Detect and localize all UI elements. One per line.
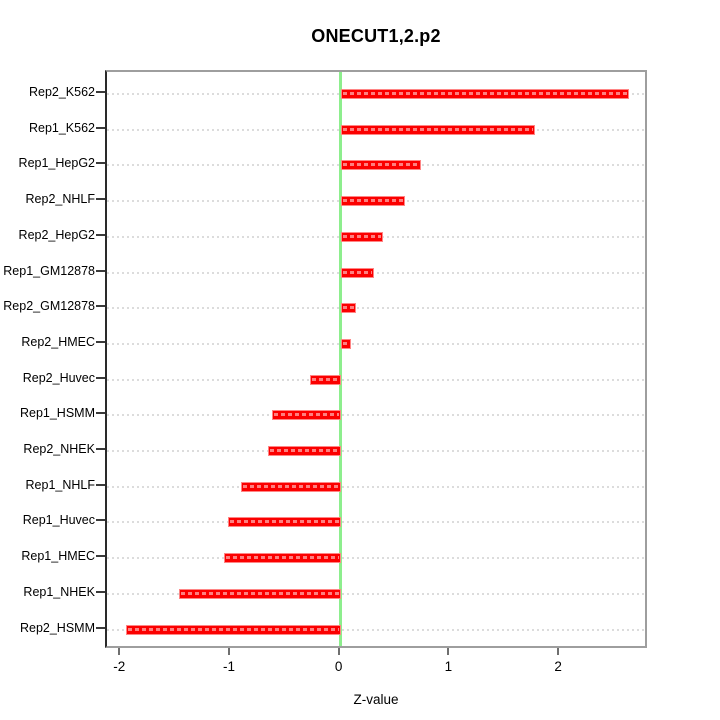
bar-Rep2_HepG2 xyxy=(340,231,384,242)
y-tick-label: Rep2_K562 xyxy=(28,85,95,99)
zero-line xyxy=(339,72,343,646)
y-tick-label: Rep2_HMEC xyxy=(21,334,95,349)
x-tick-label: 0 xyxy=(334,659,343,674)
x-tick xyxy=(337,648,340,655)
bar-Rep2_HMEC xyxy=(340,338,351,349)
y-tick xyxy=(96,198,105,201)
y-tick-label: Rep1_HepG2 xyxy=(18,156,95,171)
x-tick-label: 2 xyxy=(554,659,562,674)
y-tick xyxy=(96,126,105,129)
y-tick-label: Rep2_HepG2 xyxy=(18,227,95,242)
bar-Rep1_HMEC xyxy=(224,553,341,564)
x-tick xyxy=(447,648,450,655)
bar-stripe xyxy=(342,306,355,310)
y-tick xyxy=(96,91,105,93)
plot-area xyxy=(105,70,647,648)
bar-stripe xyxy=(311,377,339,381)
y-tick xyxy=(96,626,105,629)
bar-stripe xyxy=(226,556,339,560)
grid-line xyxy=(107,521,645,524)
bar-stripe xyxy=(270,449,339,452)
y-tick-label: Rep2_NHEK xyxy=(23,442,95,456)
y-tick xyxy=(96,412,105,415)
bar-stripe xyxy=(273,413,339,417)
bars-layer xyxy=(107,72,645,646)
grid-line xyxy=(107,628,645,631)
grid-line xyxy=(107,557,645,560)
y-tick-label: Rep1_HSMM xyxy=(19,406,95,421)
y-tick xyxy=(96,376,105,379)
bar-stripe xyxy=(342,163,419,167)
x-tick xyxy=(227,648,230,655)
y-tick-label: Rep2_NHLF xyxy=(25,192,95,207)
x-axis-title: Z-value xyxy=(353,692,399,707)
y-tick xyxy=(96,590,105,593)
bar-stripe xyxy=(342,127,533,131)
bar-Rep2_GM12878 xyxy=(340,303,357,314)
y-tick-label: Rep1_NHEK xyxy=(23,584,95,599)
chart-title: ONECUT1,2.p2 xyxy=(311,26,441,46)
x-tick xyxy=(118,648,121,655)
bar-stripe xyxy=(127,627,339,631)
y-tick xyxy=(96,555,105,558)
y-tick-label: Rep1_HMEC xyxy=(21,549,95,564)
y-tick-label: Rep1_NHLF xyxy=(25,477,95,492)
bar-Rep2_NHLF xyxy=(340,196,406,207)
grid-line xyxy=(107,592,645,595)
y-tick-label: Rep2_Huvec xyxy=(22,370,95,385)
y-tick-label: Rep1_Huvec xyxy=(22,513,95,528)
bar-stripe xyxy=(342,270,372,274)
grid-line xyxy=(107,342,645,345)
y-tick xyxy=(96,269,105,272)
y-tick xyxy=(96,233,105,236)
grid-line xyxy=(107,271,645,274)
grid-line xyxy=(107,485,645,488)
bar-stripe xyxy=(181,591,339,595)
bar-Rep1_HSMM xyxy=(271,410,341,421)
x-tick-label: -2 xyxy=(113,659,126,674)
y-tick xyxy=(96,162,105,165)
bar-Rep1_NHEK xyxy=(179,588,341,599)
y-tick-label: Rep2_HSMM xyxy=(19,620,95,635)
bar-Rep1_GM12878 xyxy=(340,267,374,278)
bar-stripe xyxy=(342,199,404,203)
grid-line xyxy=(107,378,645,381)
y-tick-label: Rep1_GM12878 xyxy=(3,263,95,278)
bar-stripe xyxy=(342,234,382,238)
bar-Rep1_K562 xyxy=(340,124,535,135)
x-tick-label: -1 xyxy=(222,659,235,674)
bar-Rep2_NHEK xyxy=(268,446,341,456)
y-tick-label: Rep1_K562 xyxy=(28,120,95,135)
y-tick-label: Rep2_GM12878 xyxy=(3,299,95,314)
y-tick xyxy=(96,483,105,486)
y-tick xyxy=(96,305,105,308)
grid-line xyxy=(107,307,645,310)
bar-Rep1_Huvec xyxy=(227,517,341,528)
x-tick xyxy=(557,648,560,655)
y-tick xyxy=(96,340,105,343)
bar-Rep1_HepG2 xyxy=(340,160,421,171)
bar-stripe xyxy=(342,341,349,345)
bar-Rep1_NHLF xyxy=(240,481,341,492)
x-tick-label: 1 xyxy=(444,659,453,674)
bar-Rep2_Huvec xyxy=(309,374,341,385)
bar-stripe xyxy=(229,520,339,524)
bar-Rep2_HSMM xyxy=(125,624,341,635)
y-tick xyxy=(96,519,105,522)
y-tick xyxy=(96,448,105,450)
bar-Rep2_K562 xyxy=(340,89,630,99)
grid-line xyxy=(107,450,645,452)
bar-stripe xyxy=(242,484,339,488)
bar-stripe xyxy=(342,92,628,95)
grid-line xyxy=(107,414,645,417)
